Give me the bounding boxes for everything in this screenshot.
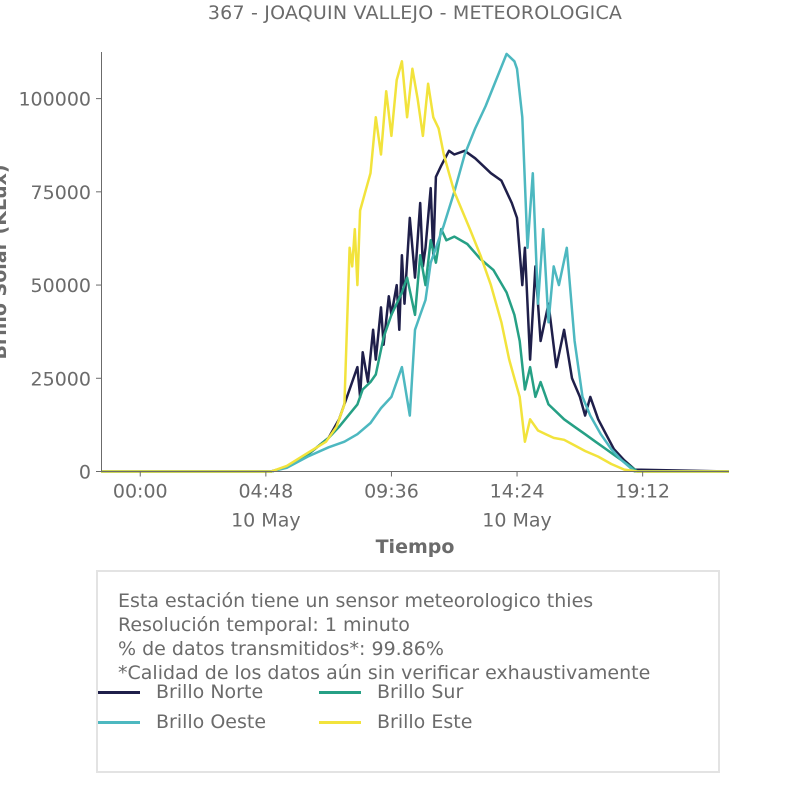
series-line-brillo-este xyxy=(101,60,729,473)
x-axis-ticks: 00:00 04:48 10 May 09:36 14:24 10 May 19:12 xyxy=(113,471,670,532)
x-tick-label: 14:24 xyxy=(490,481,545,503)
info-line-sensor: Esta estación tiene un sensor meteorolog… xyxy=(118,590,594,612)
series-line-brillo-norte xyxy=(101,149,730,473)
legend-item-sur: Brillo Sur xyxy=(319,680,463,704)
legend-item-oeste: Brillo Oeste xyxy=(98,710,266,734)
y-tick-label: 0 xyxy=(79,462,91,484)
legend-label-oeste: Brillo Oeste xyxy=(156,711,267,733)
info-line-quality-note: *Calidad de los datos aún sin verificar … xyxy=(118,662,651,684)
legend-label-norte: Brillo Norte xyxy=(156,681,264,703)
y-tick-label: 50000 xyxy=(31,275,91,297)
legend-item-este: Brillo Este xyxy=(319,710,472,734)
x-axis-label: Tiempo xyxy=(376,536,455,558)
x-tick-label: 19:12 xyxy=(615,481,670,503)
legend-label-este: Brillo Este xyxy=(377,711,473,733)
info-box: Esta estación tiene un sensor meteorolog… xyxy=(96,570,720,773)
legend-swatch-este xyxy=(319,720,361,724)
legend-swatch-sur xyxy=(319,690,361,694)
legend-swatch-norte xyxy=(98,690,140,694)
legend-label-sur: Brillo Sur xyxy=(377,681,464,703)
x-tick-label: 00:00 xyxy=(113,481,168,503)
series-line-brillo-oeste xyxy=(101,52,729,473)
y-tick-label: 75000 xyxy=(31,182,91,204)
y-tick-label: 100000 xyxy=(18,89,91,111)
x-tick-date-label: 10 May xyxy=(231,510,301,532)
y-axis-label: Brillo Solar (KLux) xyxy=(0,164,11,359)
info-line-resolution: Resolución temporal: 1 minuto xyxy=(118,614,410,636)
x-tick-date-label: 10 May xyxy=(482,510,552,532)
legend-item-norte: Brillo Norte xyxy=(98,680,263,704)
x-tick-label: 04:48 xyxy=(238,481,293,503)
series-line-brillo-sur xyxy=(101,227,729,473)
x-tick-label: 09:36 xyxy=(364,481,419,503)
y-axis-ticks: 0 25000 50000 75000 100000 xyxy=(18,89,101,484)
y-tick-label: 25000 xyxy=(31,368,91,390)
chart-title: 367 - JOAQUIN VALLEJO - METEOROLOGICA xyxy=(207,2,623,24)
plot-lines xyxy=(101,52,730,473)
info-line-data-percent: % de datos transmitidos*: 99.86% xyxy=(118,638,444,660)
legend-swatch-oeste xyxy=(98,720,140,724)
